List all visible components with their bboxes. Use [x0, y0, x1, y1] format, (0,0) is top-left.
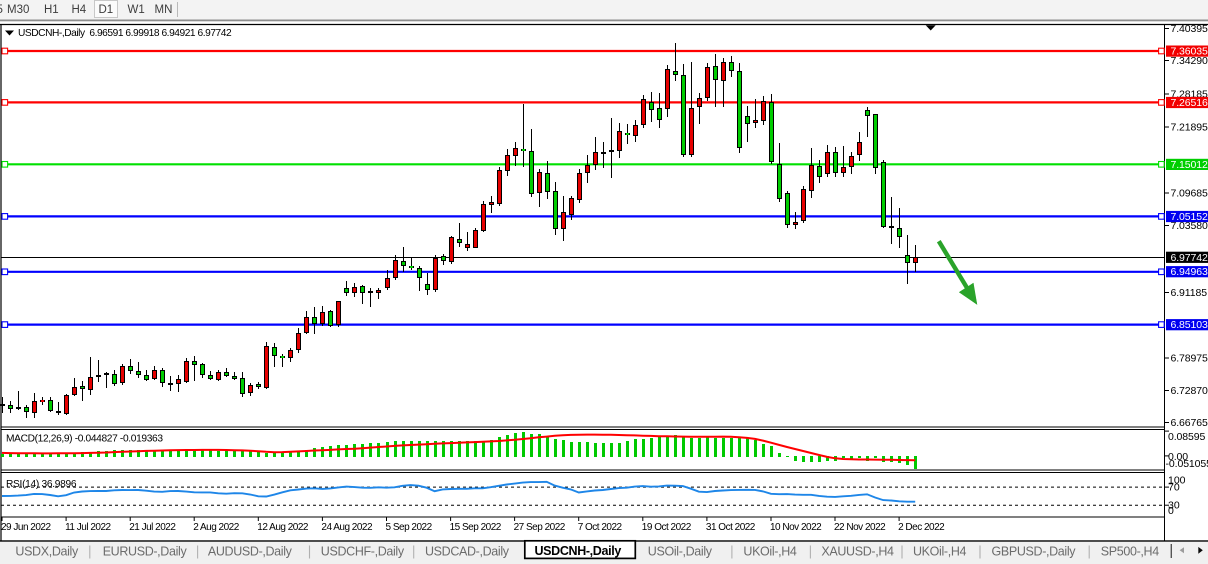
svg-text:GBPUSD-,Daily: GBPUSD-,Daily [992, 544, 1077, 558]
svg-text:5 Sep 2022: 5 Sep 2022 [386, 522, 433, 533]
svg-text:7 Oct 2022: 7 Oct 2022 [578, 522, 623, 533]
svg-text:19 Oct 2022: 19 Oct 2022 [642, 522, 692, 533]
svg-text:0.00: 0.00 [1168, 451, 1188, 463]
svg-text:21 Jul 2022: 21 Jul 2022 [129, 522, 176, 533]
svg-text:12 Aug 2022: 12 Aug 2022 [257, 522, 309, 533]
svg-text:USDCNH-,Daily: USDCNH-,Daily [535, 544, 622, 558]
svg-text:7.26516: 7.26516 [1171, 97, 1208, 109]
svg-text:100: 100 [1168, 474, 1186, 486]
svg-text:7.03580: 7.03580 [1171, 220, 1208, 232]
svg-text:USDCNH-,Daily 6.96591 6.99918: USDCNH-,Daily 6.96591 6.99918 6.94921 6.… [18, 28, 232, 39]
svg-text:7.15012: 7.15012 [1171, 159, 1208, 171]
svg-text:XAUUSD-,H4: XAUUSD-,H4 [821, 544, 894, 558]
svg-text:7.05152: 7.05152 [1171, 211, 1208, 223]
svg-text:6.91185: 6.91185 [1171, 287, 1208, 299]
svg-text:USOil-,Daily: USOil-,Daily [648, 544, 713, 558]
svg-text:2 Dec 2022: 2 Dec 2022 [898, 522, 945, 533]
svg-text:0.08595: 0.08595 [1168, 431, 1206, 443]
svg-text:AUDUSD-,Daily: AUDUSD-,Daily [208, 544, 293, 558]
svg-text:MN: MN [155, 4, 173, 16]
svg-text:70: 70 [1168, 481, 1180, 493]
svg-text:5: 5 [0, 4, 3, 16]
svg-text:15 Sep 2022: 15 Sep 2022 [450, 522, 502, 533]
svg-text:6.97742: 6.97742 [1171, 252, 1208, 264]
svg-text:6.78975: 6.78975 [1171, 353, 1208, 365]
svg-text:SP500-,H4: SP500-,H4 [1101, 544, 1159, 558]
svg-text:6.85103: 6.85103 [1171, 319, 1208, 331]
svg-text:6.94963: 6.94963 [1171, 266, 1208, 278]
svg-text:MACD(12,26,9) -0.044827 -0.019: MACD(12,26,9) -0.044827 -0.019363 [6, 434, 163, 445]
svg-text:M30: M30 [7, 4, 29, 16]
svg-text:7.34290: 7.34290 [1171, 55, 1208, 67]
svg-text:31 Oct 2022: 31 Oct 2022 [706, 522, 756, 533]
svg-text:W1: W1 [128, 4, 145, 16]
svg-text:29 Jun 2022: 29 Jun 2022 [1, 522, 51, 533]
svg-text:H1: H1 [44, 4, 59, 16]
svg-text:D1: D1 [99, 4, 114, 16]
svg-text:24 Aug 2022: 24 Aug 2022 [321, 522, 373, 533]
svg-text:6.66765: 6.66765 [1171, 417, 1208, 429]
svg-text:0: 0 [1168, 505, 1174, 517]
svg-text:USDX,Daily: USDX,Daily [15, 544, 79, 558]
svg-text:UKOil-,H4: UKOil-,H4 [743, 544, 797, 558]
svg-text:2 Aug 2022: 2 Aug 2022 [193, 522, 240, 533]
svg-text:22 Nov 2022: 22 Nov 2022 [834, 522, 886, 533]
svg-text:27 Sep 2022: 27 Sep 2022 [514, 522, 566, 533]
svg-text:USDCHF-,Daily: USDCHF-,Daily [321, 544, 405, 558]
svg-text:7.21895: 7.21895 [1171, 122, 1208, 134]
svg-text:30: 30 [1168, 500, 1180, 512]
svg-text:-0.051055: -0.051055 [1166, 458, 1208, 470]
svg-text:USDCAD-,Daily: USDCAD-,Daily [425, 544, 510, 558]
svg-text:11 Jul 2022: 11 Jul 2022 [65, 522, 111, 533]
svg-text:7.09685: 7.09685 [1171, 188, 1208, 200]
svg-text:7.40395: 7.40395 [1171, 23, 1208, 35]
svg-text:UKOil-,H4: UKOil-,H4 [913, 544, 967, 558]
svg-text:H4: H4 [72, 4, 87, 16]
svg-text:6.72870: 6.72870 [1171, 385, 1208, 397]
svg-text:RSI(14) 36.9896: RSI(14) 36.9896 [6, 479, 77, 490]
svg-text:10 Nov 2022: 10 Nov 2022 [770, 522, 822, 533]
svg-text:7.36035: 7.36035 [1171, 46, 1208, 58]
svg-text:EURUSD-,Daily: EURUSD-,Daily [103, 544, 188, 558]
